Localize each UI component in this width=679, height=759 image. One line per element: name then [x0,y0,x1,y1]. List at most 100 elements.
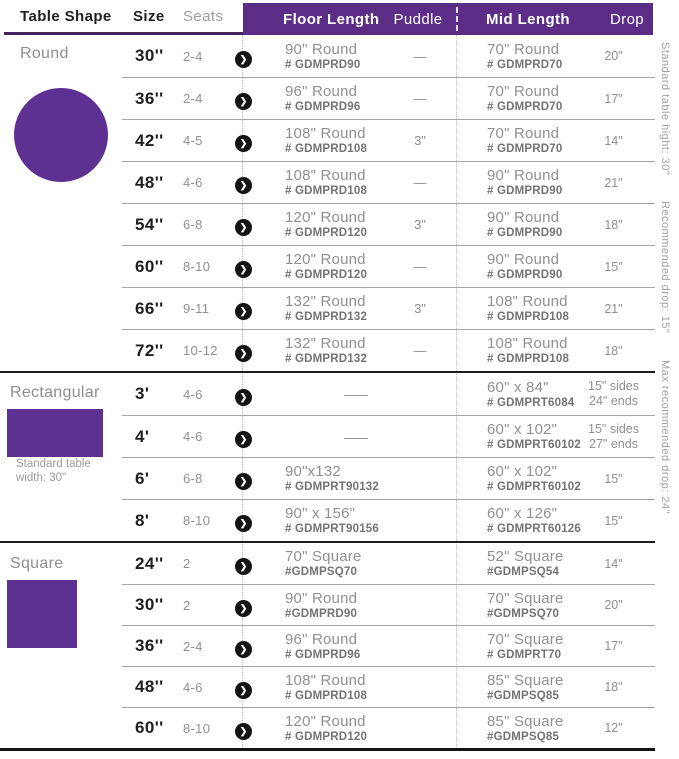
seats-value: 4-6 [183,679,203,695]
drop-value: 14" [604,556,623,571]
mid-sku: # GDMPRT60126 [487,523,581,535]
drop-value: 20" [604,49,623,63]
arrow-icon: ❯ [234,261,252,278]
drop-value: 20" [604,598,623,612]
seats-value: 2-4 [183,91,203,106]
arrow-icon: ❯ [234,431,252,448]
seats-value: 8-10 [183,259,211,274]
mid-length-cell: 108" Round # GDMPRD108 [455,293,572,324]
seats-value: 8-10 [183,513,211,528]
arrow-icon: ❯ [234,50,252,68]
table-row: 3' 4-6 ❯ — 60" x 84" # GDMPRT6084 15" si… [122,373,655,415]
seats-value: 4-6 [183,175,203,190]
floor-length-value: 90" Round [285,589,358,607]
floor-length-value: 96" Round [285,83,358,100]
floor-length-cell: 120" Round # GDMPRD120 [256,209,385,240]
section-round: Round 30'' 2-4 ❯ 90" Round # GDMPRD90 — … [0,35,655,373]
mid-sku: # GDMPRT6084 [487,396,575,409]
mid-length-value: 90" Round [487,167,560,184]
drop-value: 15" [604,471,623,486]
floor-sku: # GDMPRT90132 [285,481,379,493]
floor-length-value: 108" Round [285,671,366,689]
mid-sku: # GDMPRD90 [487,269,563,281]
mid-length-cell: 70" Round # GDMPRD70 [455,83,572,114]
mid-length-cell: 70" Square #GDMPSQ70 [455,590,572,621]
mid-length-cell: 60" x 126" # GDMPRT60126 [455,505,581,536]
rectangle-shape [7,409,103,457]
arrow-icon: ❯ [234,681,252,699]
floor-sku: # GDMPRD108 [285,185,368,197]
column-header-puddle: Puddle [393,11,443,28]
mid-sku: #GDMPSQ85 [487,730,560,743]
size-value: 30'' [135,595,164,614]
size-value: 36'' [135,88,164,108]
drop-value: 17" [604,91,623,106]
drop-value: 18" [604,680,623,694]
mid-length-cell: 90" Round # GDMPRD90 [455,167,572,198]
mid-length-cell: 108" Round # GDMPRD108 [455,335,572,366]
drop-value: 15" [604,513,623,528]
section-rectangular: Rectangular Standard table width: 30" 3'… [0,373,655,543]
shape-caption: Standard table width: 30" [16,458,91,484]
mid-sku: # GDMPRD90 [487,185,563,197]
floor-length-cell: 132" Round # GDMPRD132 [256,335,385,366]
mid-length-cell: 85" Square #GDMPSQ85 [455,672,572,703]
mid-length-value: 60" x 102" [487,463,558,480]
floor-sku: #GDMPSQ70 [285,566,358,578]
mid-sku: # GDMPRD108 [487,353,570,365]
drop-value: 15" [604,259,623,274]
column-header-size: Size [133,8,165,25]
square-shape-column: Square [0,543,122,748]
size-value: 66'' [135,298,164,318]
table-row: 60'' 8-10 ❯ 120" Round # GDMPRD120 — 90"… [122,245,655,287]
floor-length-value: 90" Round [285,40,358,58]
arrow-icon: ❯ [234,515,252,532]
seats-value: 4-6 [183,386,203,402]
table-row: 36'' 2-4 ❯ 96" Round # GDMPRD96 70" Squa… [122,625,655,666]
puddle-value: 3" [414,217,426,232]
arrow-icon: ❯ [234,93,252,110]
mid-length-value: 70" Square [487,630,564,648]
mid-length-value: 85" Square [487,712,564,730]
floor-length-value: 132" Round [285,335,366,352]
floor-length-cell: 90" Round # GDMPRD90 [256,41,385,72]
mid-length-cell: 52" Square #GDMPSQ54 [455,548,572,579]
rectangular-shape-column: Rectangular Standard table width: 30" [0,373,122,541]
arrow-icon: ❯ [234,219,252,236]
drop-value: 15" sides 27" ends [588,421,639,451]
mid-length-value: 70" Round [487,125,560,142]
size-value: 60'' [135,256,164,276]
mid-length-value: 70" Square [487,589,564,607]
seats-value: 2 [183,597,191,613]
floor-length-cell: 90"x132 # GDMPRT90132 [256,463,385,494]
floor-length-value: 90" x 156" [285,505,356,522]
table-row: 8' 8-10 ❯ 90" x 156" # GDMPRT90156 60" x… [122,499,655,541]
table-row: 66'' 9-11 ❯ 132" Round # GDMPRD132 3" 10… [122,287,655,329]
table-row: 48'' 4-6 ❯ 108" Round # GDMPRD108 — 90" … [122,161,655,203]
floor-length-dash: — [343,428,368,445]
mid-sku: # GDMPRD70 [487,58,563,71]
table-row: 48'' 4-6 ❯ 108" Round # GDMPRD108 85" Sq… [122,666,655,707]
table-row: 30'' 2 ❯ 90" Round #GDMPRD90 70" Square … [122,584,655,625]
drop-value: 21" [604,175,623,190]
puddle-value: — [413,48,427,64]
floor-length-cell: 132" Round # GDMPRD132 [256,293,385,324]
mid-length-value: 52" Square [487,548,564,565]
mid-length-value: 108" Round [487,335,568,352]
floor-sku: # GDMPRD120 [285,269,368,281]
side-note-recommended-drop: Recommended drop: 15" [659,201,671,334]
puddle-value: — [413,343,427,358]
table-row: 36'' 2-4 ❯ 96" Round # GDMPRD96 — 70" Ro… [122,77,655,119]
floor-length-value: 96" Round [285,630,358,648]
round-shape [14,88,108,182]
section-label: Square [10,555,64,572]
floor-length-cell: 96" Round # GDMPRD96 [256,83,385,114]
floor-sku: # GDMPRD120 [285,730,368,743]
arrow-icon: ❯ [234,135,252,152]
floor-sku: # GDMPRD96 [285,101,361,113]
floor-sku: # GDMPRD96 [285,648,361,661]
table-row: 24'' 2 ❯ 70" Square #GDMPSQ70 52" Square… [122,543,655,584]
mid-sku: #GDMPSQ85 [487,689,560,702]
table-row: 54'' 6-8 ❯ 120" Round # GDMPRD120 3" 90"… [122,203,655,245]
size-value: 3' [135,384,150,403]
